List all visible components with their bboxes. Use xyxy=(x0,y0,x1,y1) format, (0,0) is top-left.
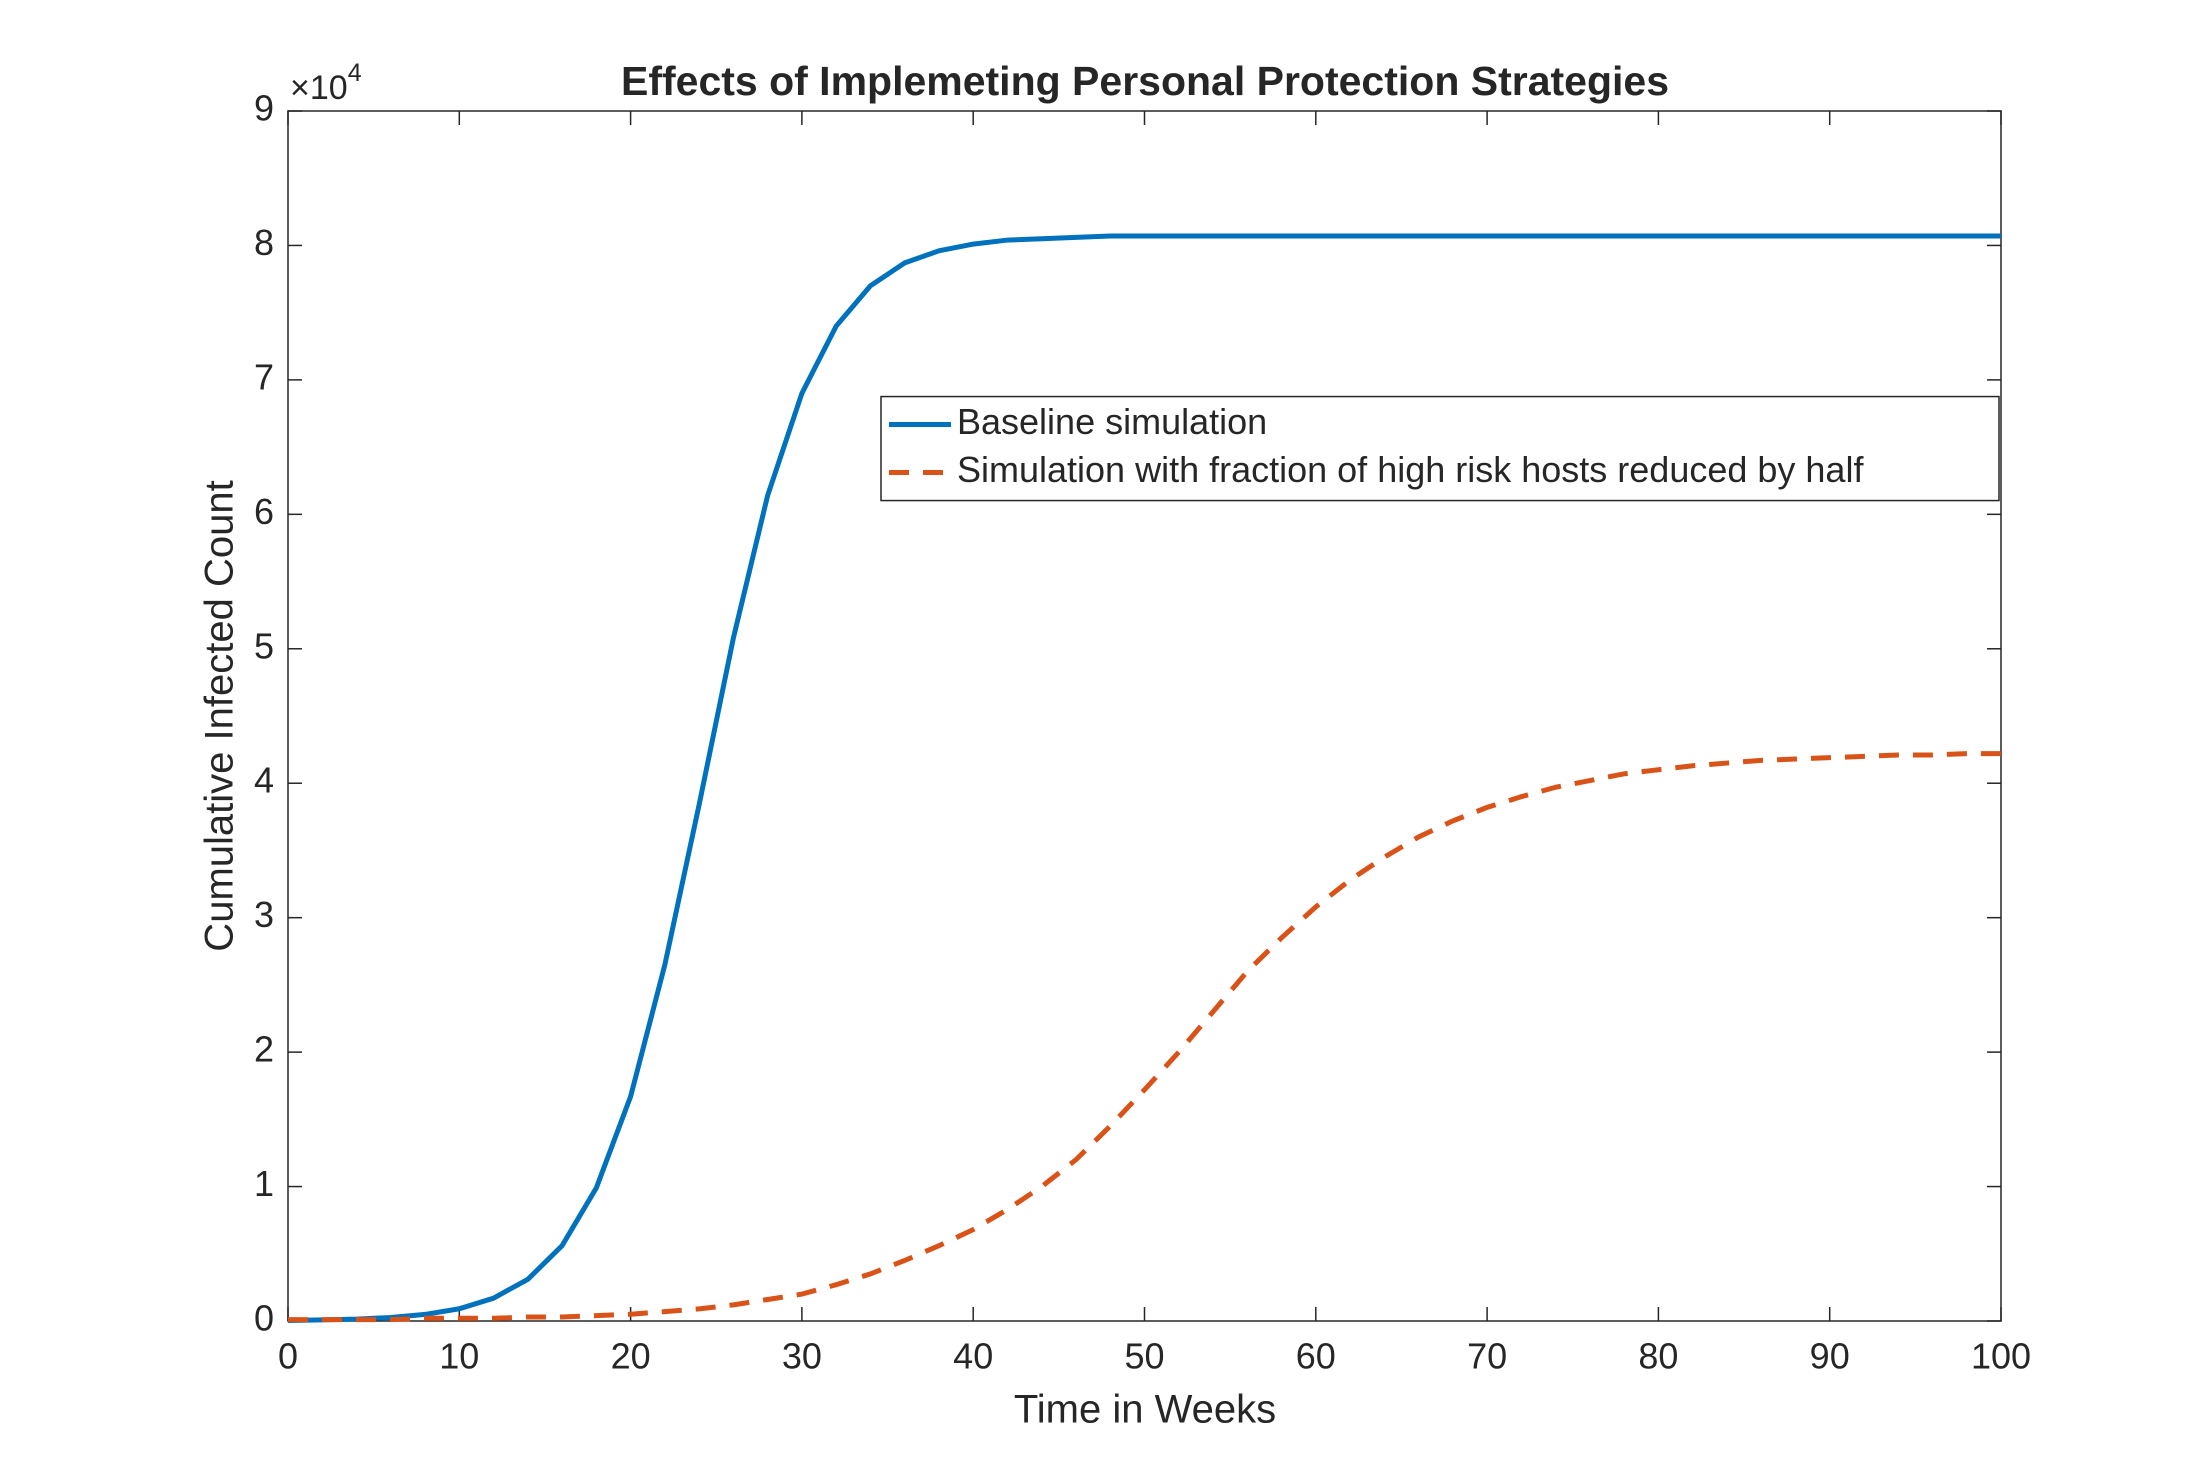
y-tick-label: 7 xyxy=(254,356,274,397)
y-tick-label: 0 xyxy=(254,1298,274,1339)
y-tick-label: 4 xyxy=(254,760,274,801)
data-line xyxy=(288,751,2001,1323)
y-scale-exponent: 4 xyxy=(348,59,362,87)
legend-label: Simulation with fraction of high risk ho… xyxy=(957,449,1864,490)
x-tick-label: 20 xyxy=(611,1336,651,1377)
y-tick-label: 1 xyxy=(254,1163,274,1204)
y-scale-factor: ×104 xyxy=(290,59,362,107)
x-tick-label: 70 xyxy=(1467,1336,1507,1377)
legend-label: Baseline simulation xyxy=(957,401,1267,442)
x-tick-label: 80 xyxy=(1638,1336,1678,1377)
y-tick-label: 9 xyxy=(254,88,274,129)
data-line xyxy=(287,233,2001,1323)
x-tick-label: 10 xyxy=(439,1336,479,1377)
x-tick-label: 60 xyxy=(1296,1336,1336,1377)
x-tick-label: 100 xyxy=(1971,1336,2031,1377)
x-tick-label: 40 xyxy=(953,1336,993,1377)
x-axis-label: Time in Weeks xyxy=(1014,1388,1276,1432)
legend-box xyxy=(880,395,2000,502)
chart-title: Effects of Implemeting Personal Protecti… xyxy=(621,58,1669,104)
legend: Baseline simulation Simulation with fract… xyxy=(880,395,2000,502)
x-tick-label: 50 xyxy=(1124,1336,1164,1377)
y-tick-label: 6 xyxy=(254,491,274,532)
y-tick-label: 2 xyxy=(254,1029,274,1070)
plot-area xyxy=(287,110,2002,1322)
y-tick-label: 3 xyxy=(254,894,274,935)
y-tick-label: 8 xyxy=(254,222,274,263)
y-tick-label: 5 xyxy=(254,625,274,666)
x-tick-label: 0 xyxy=(278,1336,298,1377)
y-scale-base: ×10 xyxy=(290,69,348,107)
x-tick-label: 30 xyxy=(782,1336,822,1377)
x-tick-label: 90 xyxy=(1810,1336,1850,1377)
y-axis-label: Cumulative Infected Count xyxy=(198,480,242,951)
